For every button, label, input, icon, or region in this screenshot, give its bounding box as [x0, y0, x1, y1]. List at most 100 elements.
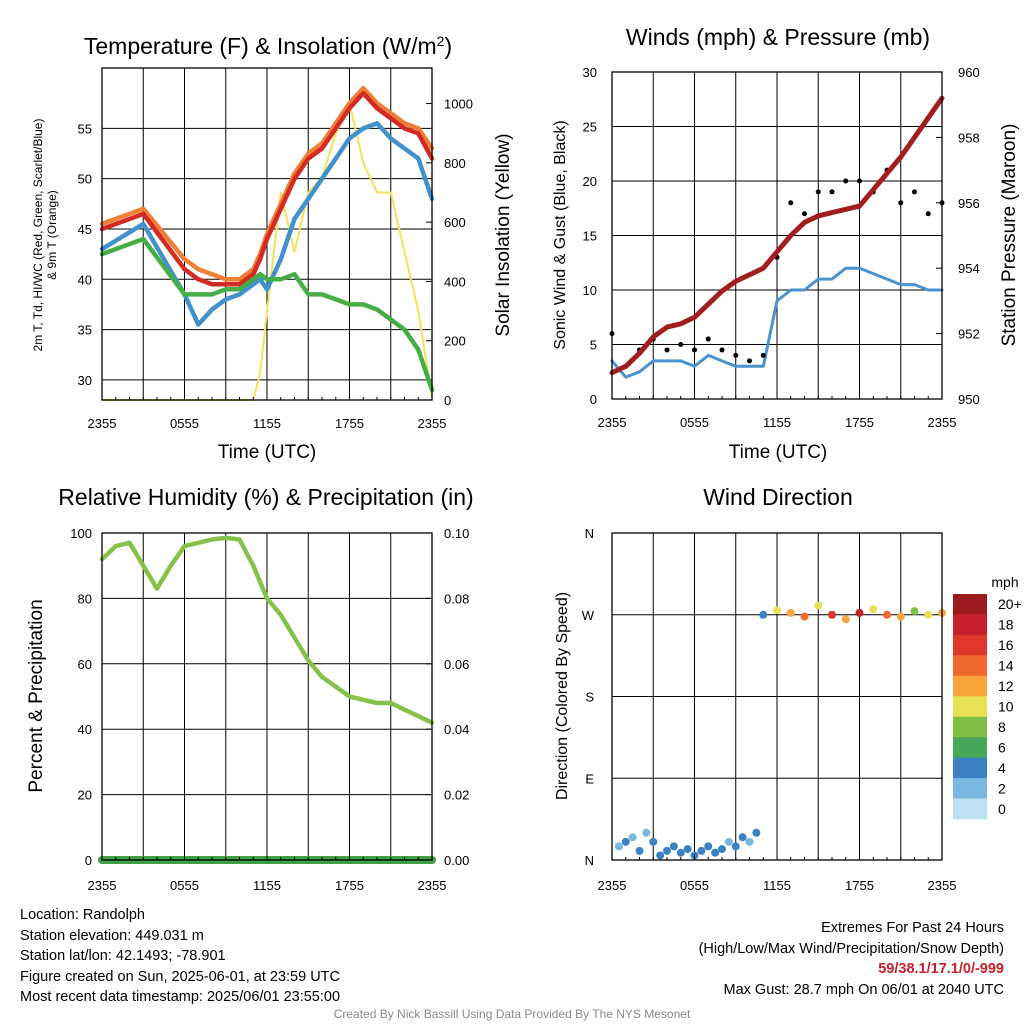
direction-point: [649, 837, 658, 846]
colorbar-swatch: [953, 778, 987, 800]
direction-point: [718, 845, 726, 854]
winds-ytick-label: 10: [583, 283, 597, 298]
winds-xtick-label: 2355: [928, 415, 957, 430]
direction-panel: Wind Direction N E S W N 2355 0555 1155 1755 2355…: [554, 484, 1022, 893]
humidity-line-relative-humidity: [99, 535, 435, 725]
colorbar-label: 4: [998, 760, 1006, 776]
direction-point: [773, 606, 781, 615]
colorbar-swatch: [953, 716, 987, 738]
humidity-y2tick-label: 0.00: [444, 853, 469, 868]
humidity-xtick-label: 1755: [335, 878, 364, 893]
humidity-panel: Relative Humidity (%) & Precipitation (i…: [26, 484, 474, 893]
colorbar-label: 10: [998, 699, 1014, 715]
gust-point: [692, 347, 697, 353]
temperature-y2tick-label: 600: [444, 215, 466, 230]
gust-point: [829, 189, 835, 195]
humidity-xtick-label: 2355: [88, 878, 117, 893]
humidity-axes: 0 20 40 60 80 100 0.00 0.02 0.04 0.06 0.08 0.10 2355…: [70, 526, 469, 893]
temperature-line-td: [99, 236, 435, 393]
temperature-line-hi-wc: [99, 121, 435, 327]
direction-point: [855, 608, 864, 617]
direction-point: [711, 848, 720, 857]
direction-ytick-label: E: [585, 771, 594, 786]
humidity-title: Relative Humidity (%) & Precipitation (i…: [58, 484, 473, 510]
latlon-text: Station lat/lon: 42.1493; -78.901: [20, 948, 226, 964]
colorbar-swatch: [953, 798, 987, 820]
temperature-axes: 30 35 40 45 50 55 0 200 400 600 800 1000 2355 0555 115…: [78, 67, 473, 431]
direction-point: [910, 607, 919, 616]
extremes-info: Extremes For Past 24 Hours (High/Low/Max…: [699, 918, 1004, 1000]
winds-y2tick-label: 958: [958, 130, 980, 145]
winds-grid: [612, 71, 942, 400]
direction-point: [697, 846, 706, 855]
gust-point: [802, 211, 807, 217]
station-info: Location: Randolph Station elevation: 44…: [20, 905, 340, 1008]
colorbar-label: 2: [998, 780, 1006, 796]
colorbar-swatch: [953, 655, 987, 677]
direction-point: [841, 615, 850, 624]
direction-point: [731, 842, 740, 851]
direction-point: [924, 610, 933, 619]
temperature-ytick-label: 50: [78, 172, 92, 187]
gust-point: [925, 211, 931, 217]
temperature-y2tick-label: 800: [444, 156, 466, 171]
temperature-y2tick-label: 0: [444, 393, 451, 408]
temperature-xtick-label: 1155: [253, 416, 281, 431]
winds-ytick-label: 0: [590, 392, 597, 407]
temperature-ytick-label: 40: [78, 272, 92, 287]
gust-point: [705, 336, 711, 342]
direction-point: [883, 610, 891, 619]
winds-ytick-label: 25: [583, 120, 597, 135]
direction-point: [752, 828, 761, 837]
winds-y2tick-label: 950: [958, 392, 980, 407]
winds-title: Winds (mph) & Pressure (mb): [626, 24, 930, 50]
direction-ytick-label: S: [585, 690, 594, 705]
winds-y2tick-label: 956: [958, 196, 980, 211]
humidity-y2tick-label: 0.06: [444, 657, 469, 672]
temperature-panel: Temperature (F) & Insolation (W/m2) 30 35…: [31, 33, 514, 463]
temperature-ytick-label: 35: [78, 323, 92, 338]
direction-point: [759, 610, 768, 619]
temperature-xtick-label: 1755: [335, 416, 364, 431]
gust-point: [747, 358, 752, 364]
humidity-xtick-label: 0555: [170, 878, 199, 893]
humidity-y2tick-label: 0.08: [444, 591, 469, 606]
colorbar-label: 16: [998, 637, 1014, 653]
direction-grid: [612, 532, 942, 861]
humidity-y2tick-label: 0.02: [444, 788, 469, 803]
direction-point: [669, 842, 678, 851]
direction-point: [628, 833, 637, 842]
gust-point: [733, 352, 739, 358]
direction-series: [614, 601, 946, 860]
elevation-text: Station elevation: 449.031 m: [20, 927, 204, 944]
humidity-y2tick-label: 0.04: [444, 722, 469, 737]
gust-point: [719, 347, 725, 353]
recent-text: Most recent data timestamp: 2025/06/01 2…: [20, 989, 341, 1005]
direction-point: [828, 610, 836, 619]
temperature-title: Temperature (F) & Insolation (W/m2): [84, 33, 452, 59]
gust-point: [815, 189, 821, 195]
colorbar-label: 18: [998, 617, 1014, 633]
direction-point: [614, 842, 623, 851]
direction-point: [656, 851, 665, 860]
max-gust-text: Max Gust: 28.7 mph On 06/01 at 2040 UTC: [723, 981, 1004, 998]
direction-point: [635, 846, 644, 855]
gust-point: [664, 347, 670, 353]
direction-point: [786, 608, 795, 617]
direction-xtick-label: 0555: [680, 878, 709, 893]
extremes-title: Extremes For Past 24 Hours: [821, 920, 1004, 936]
direction-point: [663, 846, 671, 855]
winds-y2tick-label: 960: [958, 65, 980, 80]
direction-xtick-label: 2355: [928, 878, 957, 893]
colorbar-label: 12: [998, 678, 1014, 694]
temperature-ylabel-left-line2: & 9m T (Orange): [45, 190, 59, 280]
temperature-line-2m-t: [99, 90, 435, 287]
temperature-xlabel: Time (UTC): [218, 442, 317, 463]
credit-text: Created By Nick Bassill Using Data Provi…: [333, 1007, 691, 1021]
colorbar-label: 0: [998, 801, 1006, 817]
direction-xtick-label: 2355: [598, 878, 627, 893]
winds-xtick-label: 0555: [680, 415, 709, 430]
temperature-ylabel-left-line1: 2m T, Td, HI/WC (Red, Green, Scarlet/Blu…: [31, 119, 45, 352]
winds-xtick-label: 2355: [598, 415, 627, 430]
